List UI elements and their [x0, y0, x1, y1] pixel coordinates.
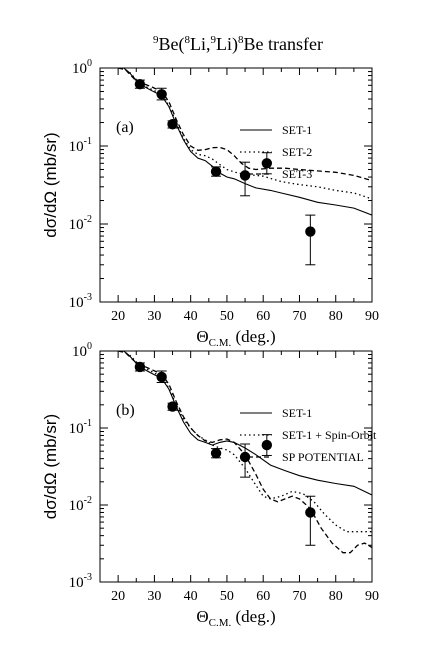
- legend-label: SET-1: [282, 406, 312, 420]
- x-tick-label: 90: [365, 589, 379, 604]
- legend-label: SET-1: [282, 123, 312, 137]
- data-point: [305, 507, 316, 518]
- x-tick-label: 40: [184, 589, 198, 604]
- x-tick-label: 70: [292, 309, 306, 324]
- data-point: [239, 170, 251, 181]
- legend-label: SET-2: [282, 145, 312, 159]
- y-tick-label: 10-2: [69, 214, 92, 233]
- data-point: [210, 448, 222, 459]
- data-point: [261, 158, 273, 169]
- data-point: [134, 78, 146, 90]
- y-tick-label: 100: [72, 341, 92, 360]
- data-point: [239, 451, 251, 463]
- title-part-1: Be(: [159, 34, 185, 55]
- title-sup-3: 9: [211, 34, 217, 46]
- y-tick-label: 10-2: [69, 495, 92, 514]
- y-tick-label: 100: [72, 58, 92, 77]
- x-axis-label: ΘC.M. (deg.): [196, 607, 275, 629]
- x-tick-label: 70: [292, 589, 306, 604]
- x-tick-label: 90: [365, 309, 379, 324]
- data-point: [167, 119, 178, 130]
- title-part-3: Li): [216, 34, 238, 55]
- y-tick-label: 10-1: [69, 136, 92, 155]
- x-tick-label: 20: [111, 589, 125, 604]
- data-point: [167, 401, 178, 412]
- legend-label: SET-1 + Spin-Orbit: [282, 428, 377, 442]
- data-point: [210, 166, 222, 177]
- data-point: [156, 371, 167, 383]
- x-tick-label: 60: [256, 589, 270, 604]
- y-axis-label: dσ/dΩ (mb/sr): [41, 414, 60, 519]
- y-tick-label: 10-1: [69, 418, 92, 437]
- figure-title: 9Be(8Li,9Li)8Be transfer: [153, 34, 323, 55]
- x-tick-label: 80: [329, 589, 343, 604]
- panel-label: (b): [116, 402, 135, 419]
- y-axis-label: dσ/dΩ (mb/sr): [41, 132, 60, 237]
- title-sup-4: 8: [238, 34, 244, 46]
- data-point: [134, 361, 146, 373]
- legend-label: SET-3: [282, 167, 312, 181]
- legend-label: SP POTENTIAL: [282, 450, 364, 464]
- title-sup-2: 8: [185, 34, 191, 46]
- x-tick-label: 30: [147, 309, 161, 324]
- title-part-4: Be transfer: [244, 34, 323, 54]
- x-tick-label: 50: [220, 309, 234, 324]
- x-tick-label: 20: [111, 309, 125, 324]
- plot-frame: [99, 67, 373, 303]
- plot-frame: [99, 350, 373, 583]
- x-tick-label: 30: [147, 589, 161, 604]
- panel-b: 20 30 40 50 60 70 80 90 100 10-1 10-2 10-3 ΘC.M. (de…: [41, 341, 379, 629]
- x-tick-label: 50: [220, 589, 234, 604]
- y-tick-label: 10-3: [69, 572, 92, 591]
- panel-label: (a): [116, 119, 134, 136]
- title-sup-1: 9: [153, 34, 159, 46]
- data-point: [156, 89, 167, 100]
- panel-a: 20 30 40 50 60 70 80 90 100 10-1 10-2 10-3 ΘC.M. (de…: [41, 58, 379, 349]
- series-line-set-2: [121, 68, 372, 200]
- data-point: [305, 226, 316, 237]
- x-tick-label: 40: [184, 309, 198, 324]
- x-axis-label: ΘC.M. (deg.): [196, 327, 275, 349]
- data-point: [261, 439, 273, 451]
- x-tick-label: 60: [256, 309, 270, 324]
- y-tick-label: 10-3: [69, 292, 92, 311]
- x-tick-label: 80: [329, 309, 343, 324]
- title-part-2: Li,: [190, 34, 211, 54]
